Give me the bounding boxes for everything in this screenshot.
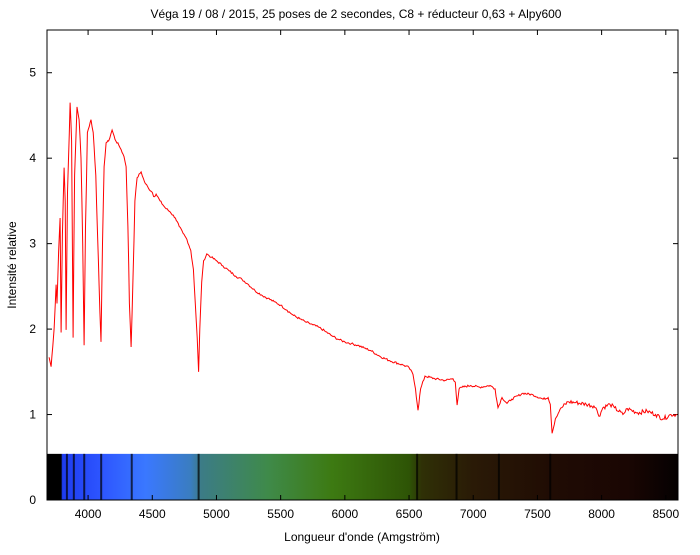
x-tick-label: 8000 [588, 507, 615, 521]
y-axis-label: Intensité relative [5, 221, 19, 309]
absorption-line [197, 453, 200, 500]
y-tick-label: 1 [29, 408, 36, 422]
x-tick-label: 7500 [524, 507, 551, 521]
x-axis-label: Longueur d'onde (Amgström) [284, 530, 440, 544]
absorption-line [497, 453, 500, 500]
plot-frame [46, 29, 679, 501]
absorption-line [455, 453, 458, 500]
y-tick-label: 4 [29, 151, 36, 165]
x-tick-label: 5500 [267, 507, 294, 521]
y-tick-label: 0 [29, 493, 36, 507]
y-tick-label: 2 [29, 322, 36, 336]
absorption-line [65, 453, 68, 500]
spectrum-gradient [47, 453, 678, 500]
spectrum-strip [47, 453, 678, 500]
series-line [48, 102, 678, 434]
x-tick-label: 4000 [75, 507, 102, 521]
absorption-line [416, 453, 419, 500]
x-tick-label: 8500 [652, 507, 679, 521]
x-tick-label: 6000 [331, 507, 358, 521]
absorption-line [549, 453, 552, 500]
absorption-line [72, 453, 75, 500]
y-tick-label: 3 [29, 237, 36, 251]
x-tick-label: 4500 [139, 507, 166, 521]
absorption-line [83, 453, 86, 500]
chart-title: Véga 19 / 08 / 2015, 25 poses de 2 secon… [151, 7, 562, 21]
absorption-line [100, 453, 103, 500]
x-tick-label: 7000 [460, 507, 487, 521]
y-tick-label: 5 [29, 66, 36, 80]
absorption-line [130, 453, 133, 500]
x-tick-label: 6500 [396, 507, 423, 521]
x-tick-label: 5000 [203, 507, 230, 521]
